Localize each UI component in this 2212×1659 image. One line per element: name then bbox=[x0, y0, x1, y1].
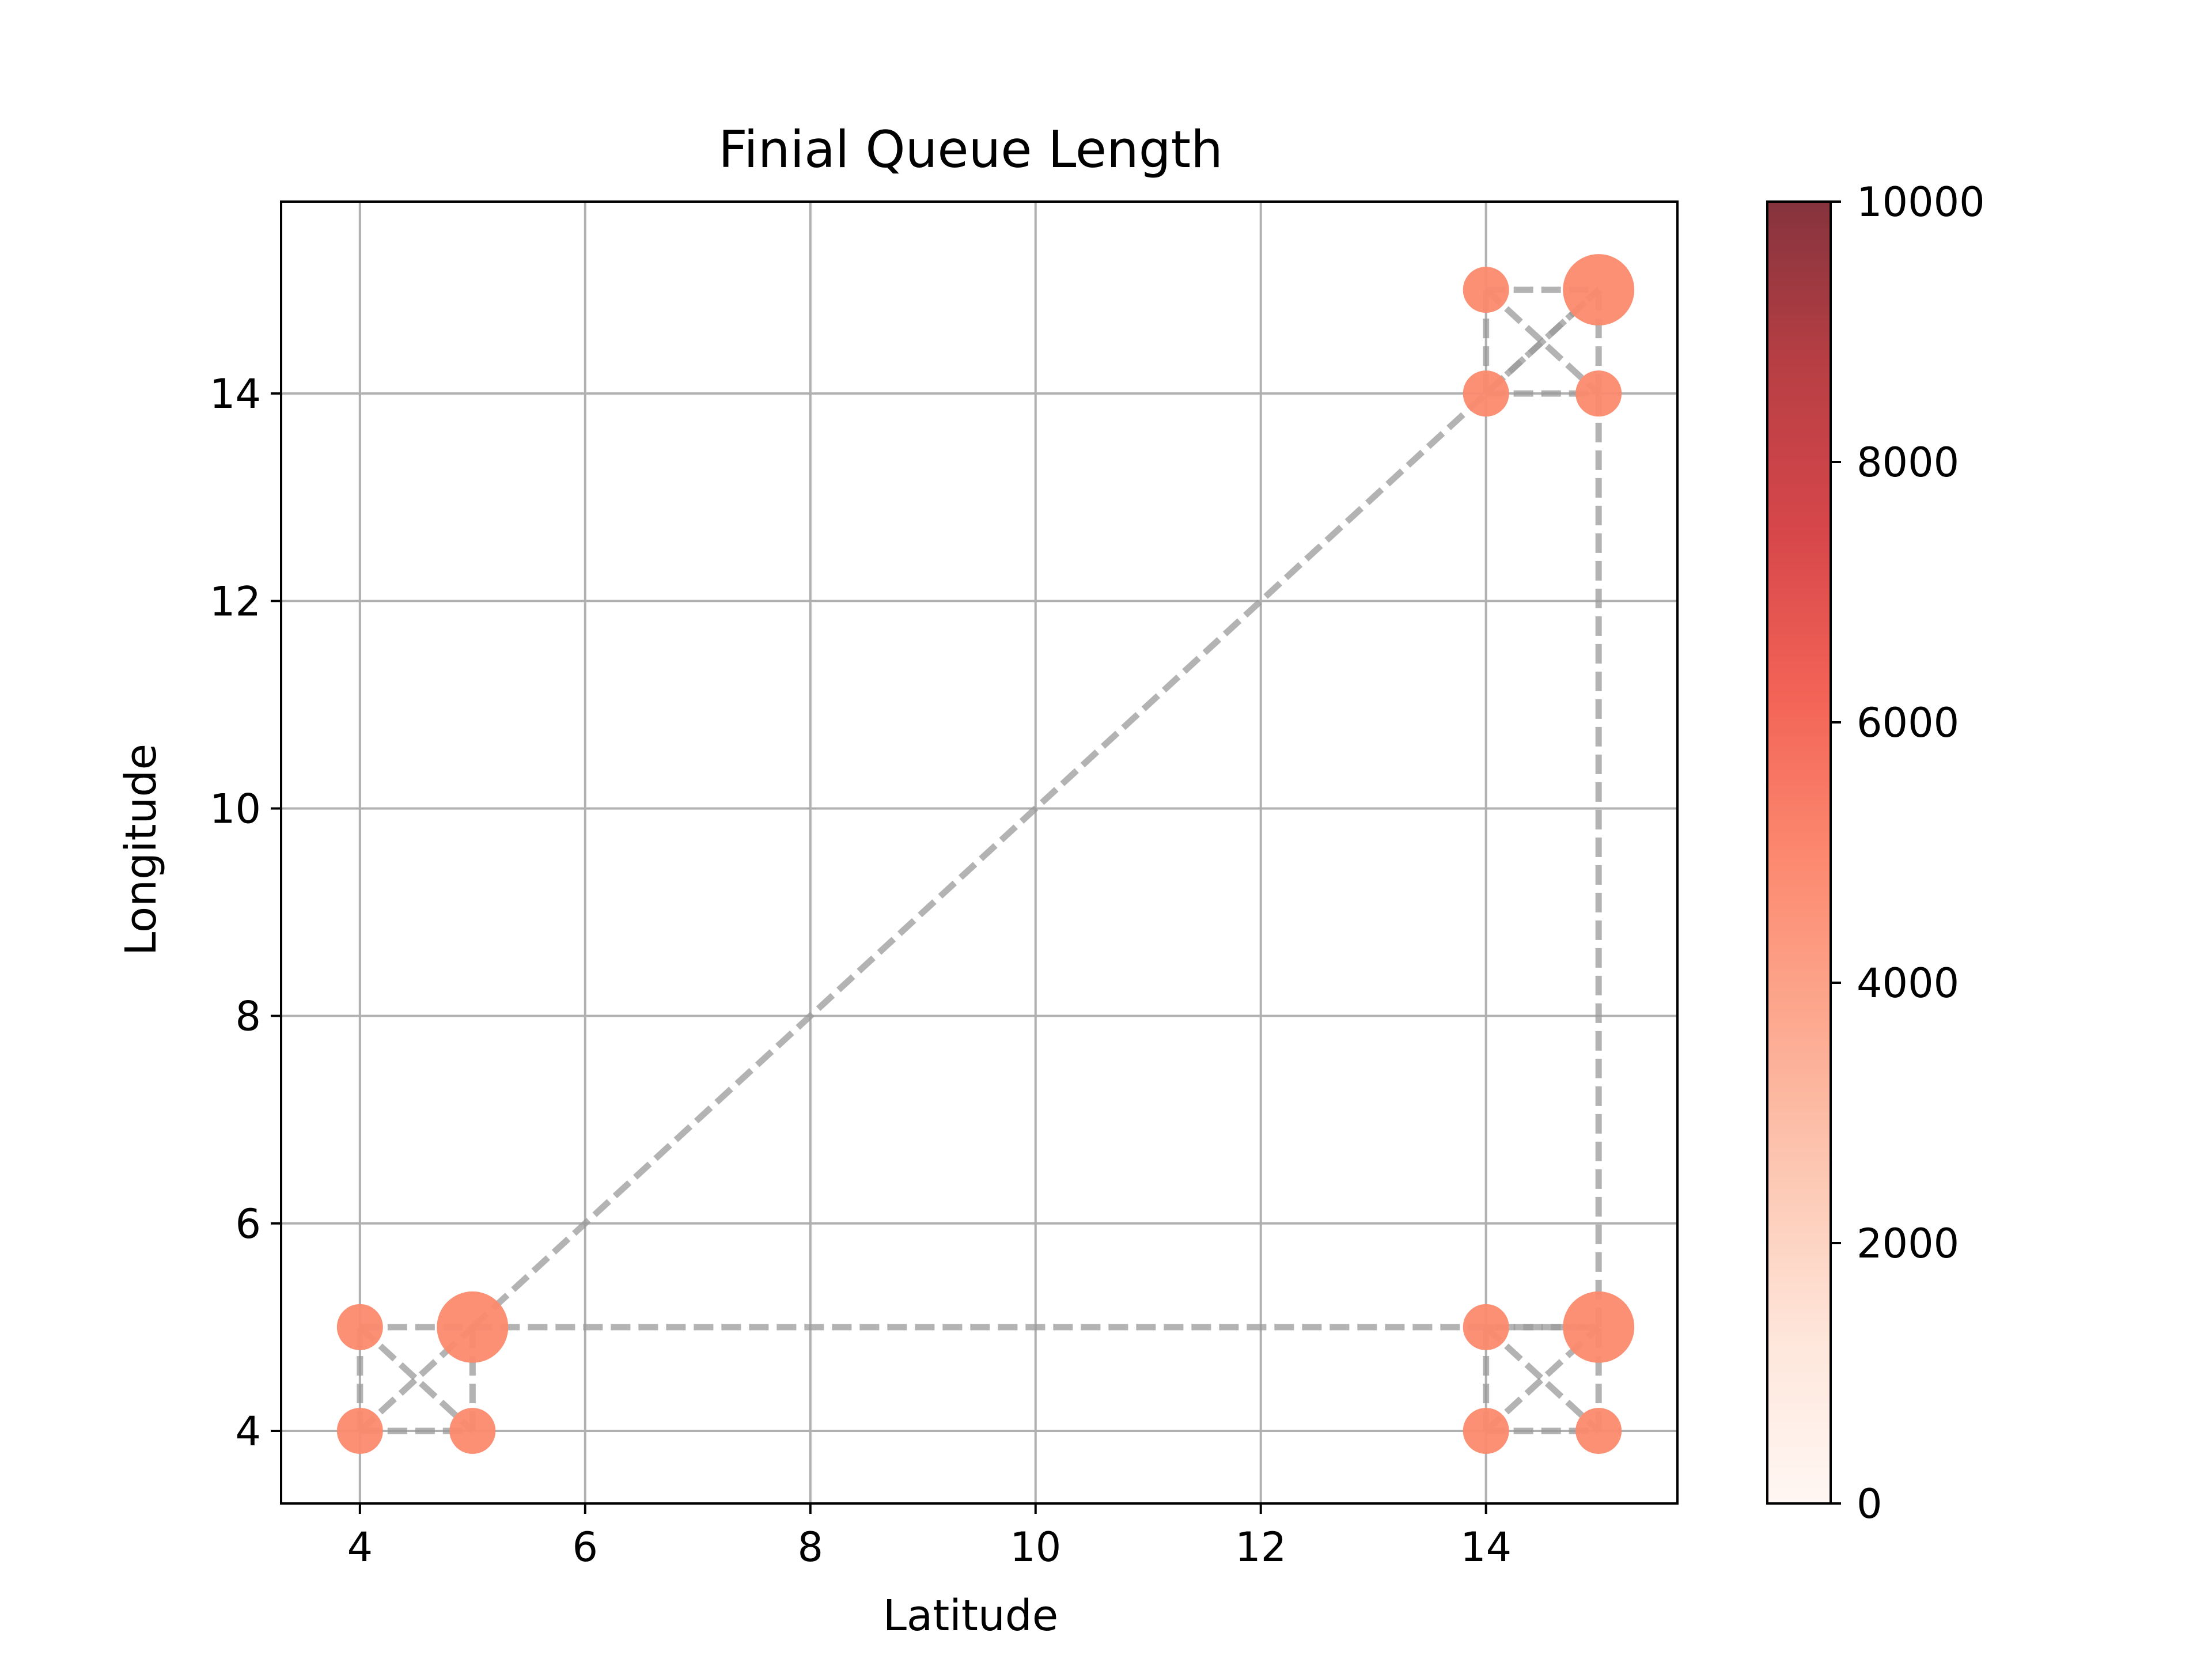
colorbar-tick-label: 6000 bbox=[1857, 699, 1959, 747]
network-node bbox=[1463, 1304, 1509, 1350]
x-tick-label: 14 bbox=[1460, 1524, 1512, 1571]
colorbar-ticks: 0 2000 4000 6000 8000 10000 bbox=[1831, 179, 1985, 1528]
network-node bbox=[1563, 254, 1635, 326]
network-node bbox=[1575, 1407, 1622, 1454]
network-node bbox=[1563, 1291, 1635, 1363]
x-tick-label: 6 bbox=[573, 1524, 599, 1571]
network-edge bbox=[1483, 287, 1601, 396]
x-tick-label: 10 bbox=[1010, 1524, 1061, 1571]
network-edge bbox=[1483, 1324, 1601, 1433]
network-node bbox=[1463, 267, 1509, 313]
network-edge bbox=[358, 1324, 475, 1433]
network-node bbox=[449, 1407, 496, 1454]
network-nodes bbox=[336, 254, 1635, 1454]
x-tick-label: 12 bbox=[1235, 1524, 1286, 1571]
colorbar-tick-label: 4000 bbox=[1857, 960, 1959, 1007]
colorbar-tick-label: 8000 bbox=[1857, 439, 1959, 486]
colorbar-gradient bbox=[1766, 200, 1832, 1505]
network-node bbox=[437, 1291, 509, 1363]
network-edge bbox=[470, 287, 1601, 1330]
colorbar: 0 2000 4000 6000 8000 10000 bbox=[1766, 179, 1985, 1528]
x-tick-label: 8 bbox=[798, 1524, 824, 1571]
plot-frame bbox=[280, 200, 1679, 1505]
colorbar-tick-label: 10000 bbox=[1857, 179, 1985, 226]
x-axis-ticks: 4 6 8 10 12 14 bbox=[347, 1503, 1512, 1571]
network-edges bbox=[357, 286, 1602, 1434]
y-tick-label: 4 bbox=[235, 1408, 261, 1455]
y-tick-label: 12 bbox=[210, 578, 261, 625]
network-node bbox=[1463, 370, 1509, 417]
x-axis-label: Latitude bbox=[883, 1591, 1059, 1641]
y-tick-label: 8 bbox=[235, 993, 261, 1040]
colorbar-tick-label: 2000 bbox=[1857, 1220, 1959, 1267]
y-tick-label: 6 bbox=[235, 1200, 261, 1248]
x-tick-label: 4 bbox=[347, 1524, 373, 1571]
colorbar-tick-label: 0 bbox=[1857, 1480, 1883, 1528]
y-axis-ticks: 4 6 8 10 12 14 bbox=[210, 370, 281, 1455]
network-node bbox=[336, 1407, 383, 1454]
y-axis-label: Longitude bbox=[116, 744, 166, 956]
network-node bbox=[336, 1304, 383, 1350]
y-tick-label: 10 bbox=[210, 785, 261, 832]
network-node bbox=[1575, 370, 1622, 417]
grid bbox=[281, 202, 1677, 1503]
y-tick-label: 14 bbox=[210, 370, 261, 418]
chart-title: Finial Queue Length bbox=[718, 120, 1223, 179]
network-node bbox=[1463, 1407, 1509, 1454]
